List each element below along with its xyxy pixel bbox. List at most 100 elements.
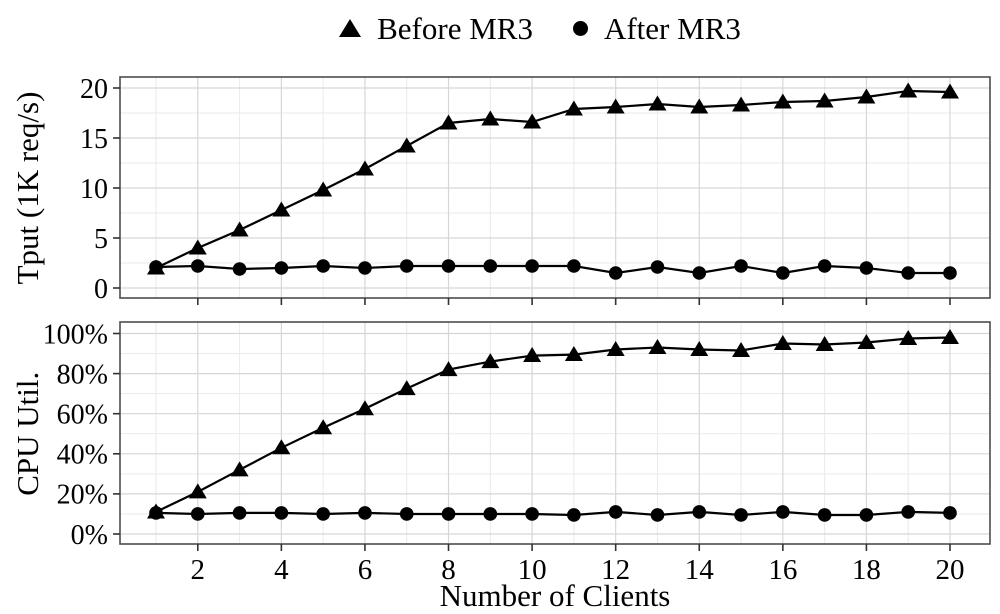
panel-cpu: 0% 20% 40% 60% 80% 100% CPU Util. (10, 319, 991, 551)
panel-border (119, 321, 991, 545)
legend: Before MR3 After MR3 (80, 6, 1000, 50)
point-before-mr3 (523, 113, 542, 129)
point-before-mr3 (648, 339, 667, 355)
point-before-mr3 (230, 461, 249, 477)
point-after-mr3 (692, 505, 707, 519)
y-axis-title-cpu: CPU Util. (10, 372, 45, 496)
point-before-mr3 (397, 380, 416, 396)
legend-item-after-mr3: After MR3 (572, 10, 741, 46)
y-tick-labels: 0% 20% 40% 60% 80% 100% (43, 319, 108, 551)
y-tick-label: 15 (80, 124, 108, 155)
point-after-mr3 (232, 262, 247, 276)
point-after-mr3 (567, 508, 581, 522)
legend-label: Before MR3 (377, 10, 533, 46)
point-after-mr3 (734, 259, 748, 273)
line-after-mr3 (155, 264, 950, 275)
point-after-mr3 (817, 259, 832, 273)
triangle-marker-icon (339, 19, 362, 37)
y-tick-label: 20 (80, 74, 108, 105)
point-after-mr3 (776, 266, 790, 280)
y-tick-label: 100% (43, 319, 108, 350)
y-tick-label: 60% (57, 400, 108, 431)
grid-major (120, 77, 990, 298)
point-after-mr3 (901, 505, 916, 519)
point-after-mr3 (650, 260, 665, 274)
point-after-mr3 (817, 508, 832, 522)
legend-item-before-mr3: Before MR3 (339, 13, 533, 44)
x-tick-label: 14 (685, 554, 715, 586)
x-tick-labels: 2 4 6 8 10 12 14 16 18 20 (191, 554, 965, 586)
y-tick-labels: 0 5 10 15 20 (80, 74, 108, 305)
point-before-mr3 (439, 361, 458, 377)
markers-after-mr3 (149, 259, 957, 280)
point-before-mr3 (481, 110, 500, 126)
markers-after-mr3 (149, 505, 957, 522)
point-before-mr3 (648, 95, 667, 111)
point-before-mr3 (940, 329, 959, 345)
point-after-mr3 (149, 260, 163, 274)
x-tick-label: 4 (274, 554, 289, 586)
y-tick-label: 10 (80, 174, 108, 205)
point-after-mr3 (190, 259, 205, 273)
point-before-mr3 (564, 346, 583, 362)
point-after-mr3 (316, 259, 330, 273)
point-after-mr3 (901, 266, 916, 280)
point-before-mr3 (523, 347, 542, 363)
point-before-mr3 (355, 160, 374, 176)
y-tick-label: 80% (57, 359, 108, 390)
point-before-mr3 (272, 439, 291, 455)
point-after-mr3 (608, 266, 623, 280)
point-before-mr3 (815, 92, 834, 108)
point-after-mr3 (274, 261, 289, 275)
point-before-mr3 (397, 137, 416, 153)
y-tick-label: 0 (94, 274, 108, 305)
point-after-mr3 (943, 506, 957, 520)
panel-tput: 0 5 10 15 20 Tput (1K req/s) (10, 74, 991, 305)
x-tick-label: 10 (518, 554, 547, 586)
point-after-mr3 (943, 266, 957, 280)
point-after-mr3 (358, 261, 372, 275)
point-before-mr3 (188, 239, 207, 255)
point-after-mr3 (441, 259, 456, 273)
axis-ticks (113, 332, 951, 551)
point-before-mr3 (732, 96, 751, 112)
point-before-mr3 (606, 98, 625, 114)
point-before-mr3 (857, 334, 876, 350)
point-after-mr3 (316, 507, 330, 521)
x-tick-label: 2 (191, 554, 206, 586)
point-after-mr3 (859, 261, 874, 275)
line-after-mr3 (155, 510, 951, 517)
point-after-mr3 (149, 506, 163, 520)
point-after-mr3 (525, 507, 539, 521)
point-before-mr3 (272, 201, 291, 217)
y-tick-label: 20% (57, 480, 108, 511)
point-after-mr3 (399, 259, 414, 273)
point-before-mr3 (899, 82, 918, 98)
y-tick-label: 40% (57, 440, 108, 471)
x-axis-title: Number of Clients (440, 578, 671, 613)
x-tick-label: 16 (768, 554, 797, 586)
point-before-mr3 (732, 342, 751, 358)
x-tick-label: 8 (441, 554, 456, 586)
point-before-mr3 (773, 93, 792, 109)
point-after-mr3 (190, 507, 205, 521)
panel-background (120, 322, 990, 544)
markers-before-mr3 (147, 82, 959, 275)
legend-label: After MR3 (603, 10, 741, 46)
point-before-mr3 (564, 100, 583, 116)
point-before-mr3 (355, 400, 374, 416)
x-tick-label: 12 (601, 554, 630, 586)
point-after-mr3 (358, 506, 372, 520)
point-before-mr3 (857, 88, 876, 104)
point-before-mr3 (773, 335, 792, 351)
point-before-mr3 (815, 336, 834, 352)
line-before-mr3 (155, 336, 951, 513)
x-tick-label: 20 (935, 554, 964, 586)
point-after-mr3 (232, 506, 247, 520)
x-tick-label: 18 (852, 554, 881, 586)
point-before-mr3 (899, 330, 918, 346)
point-after-mr3 (650, 508, 665, 522)
point-before-mr3 (314, 419, 333, 435)
